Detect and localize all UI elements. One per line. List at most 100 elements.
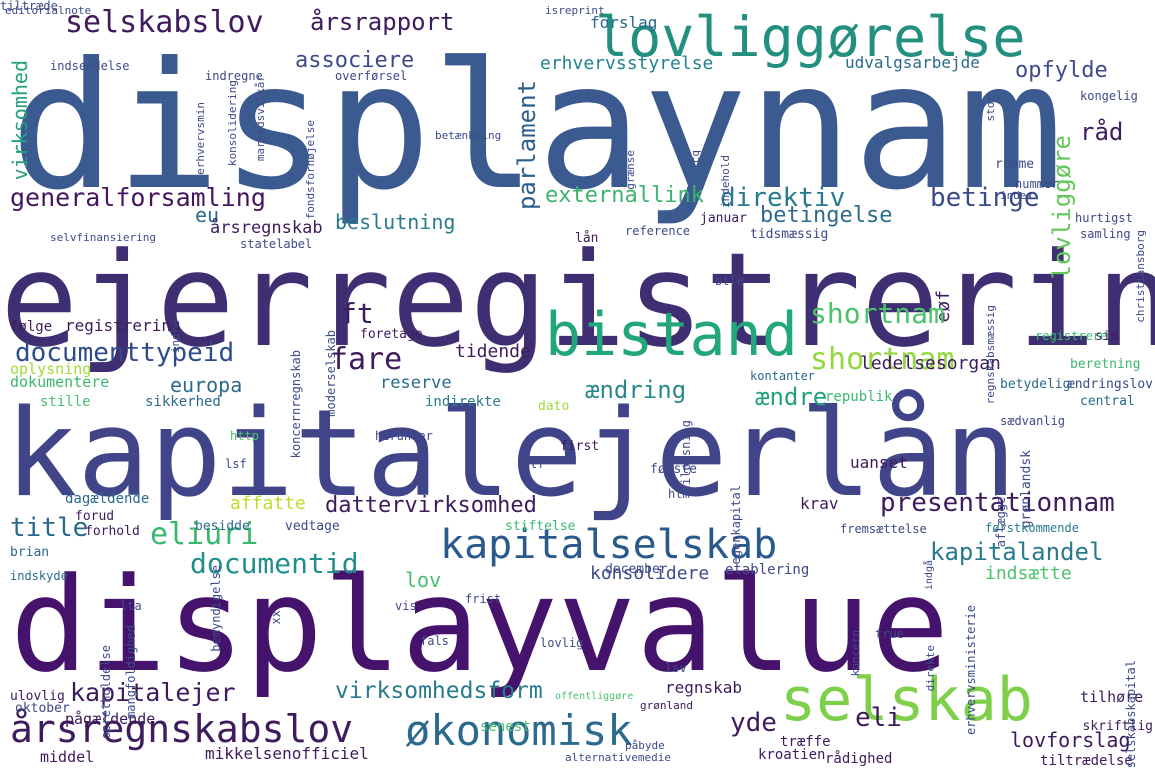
word-reference-106: reference bbox=[625, 224, 691, 238]
word-vedtage-90: vedtage bbox=[285, 519, 340, 534]
word-tidsm-ssig-107: tidsmæssig bbox=[750, 227, 829, 242]
word-tiltr-delse-73: tiltrædelse bbox=[1040, 753, 1133, 769]
word-indre-151: indre bbox=[169, 320, 182, 354]
word-indirekte-37: indirekte bbox=[425, 394, 501, 410]
word-f-rstkommende-93: førstkommende bbox=[985, 521, 1079, 535]
word-uanset-66: uanset bbox=[850, 453, 908, 472]
word-betingelse-22: betingelse bbox=[760, 203, 893, 228]
word-pa-g-ldende-79: pågældende bbox=[65, 710, 156, 728]
word-affatte-41: affatte bbox=[230, 493, 306, 514]
word-selskabskapital-158: selskabskapital bbox=[1124, 659, 1138, 768]
word-indsendelse-138: indsendelse bbox=[50, 59, 130, 73]
word-lovlig-130: lovlig bbox=[540, 636, 584, 650]
word-middel-80: middel bbox=[40, 748, 95, 766]
word-bemyndigelse-154: bemyndigelse bbox=[209, 565, 223, 652]
word-stiftelse-91: stiftelse bbox=[505, 519, 576, 534]
word-nummer-100: nummer bbox=[1015, 177, 1059, 191]
word-kapitalejerla-n-2: kapitalejerlån bbox=[5, 385, 1017, 524]
word-indregne-139: indregne bbox=[205, 69, 263, 83]
word-foretage-111: foretage bbox=[360, 327, 423, 342]
word-htm-119: htm bbox=[668, 487, 690, 501]
word-koncern-161: koncern bbox=[849, 630, 862, 677]
word-kongelig-103: kongelig bbox=[1080, 89, 1138, 103]
word-lovligg-relse-4: lovliggørelse bbox=[595, 5, 1026, 69]
word-ndringslov-95: ændringslov bbox=[1066, 377, 1153, 392]
word-index-104: index bbox=[1000, 189, 1034, 202]
word-januar-105: januar bbox=[700, 211, 747, 226]
word-fondsforh-jelse-144: fondsforhøjelse bbox=[304, 120, 317, 220]
word-lta-124: lta bbox=[120, 599, 142, 613]
word-documentid-45: documentid bbox=[190, 547, 359, 580]
word-herunder-112: herunder bbox=[375, 429, 433, 443]
word-december-82: december bbox=[605, 562, 668, 577]
word-s-dvanlig-121: sædvanlig bbox=[1000, 414, 1066, 428]
word-hurtigst-101: hurtigst bbox=[1075, 211, 1133, 225]
word-betinge-19: betinge bbox=[930, 183, 1040, 213]
word-statelabel-109: statelabel bbox=[240, 237, 313, 251]
word-editorialnote-136: editorialnote bbox=[5, 4, 92, 17]
word-opretholdelse-157: opretholdelse bbox=[99, 645, 113, 739]
word-mikkelsenofficiel-57: mikkelsenofficiel bbox=[205, 744, 369, 763]
word-f-lge-64: følge bbox=[10, 319, 53, 335]
word-a-rsrapport-8: årsrapport bbox=[310, 8, 455, 36]
word-shortnam-59: shortnam bbox=[810, 297, 945, 330]
word-ra-dighed-74: rådighed bbox=[825, 751, 893, 767]
word-gr-nse-162: grænse bbox=[624, 150, 637, 190]
word-erhvervsstyrelse-10: erhvervsstyrelse bbox=[540, 53, 714, 74]
word-mangfoldighed-156: mangfoldighed bbox=[124, 625, 138, 719]
word-samling-102: samling bbox=[1080, 227, 1131, 241]
word-ra-d-20: råd bbox=[1080, 118, 1124, 146]
word-oplysning-60: oplysning bbox=[10, 360, 92, 378]
word-moderselskab-152: moderselskab bbox=[324, 330, 338, 417]
word-externallink-17: externallink bbox=[545, 183, 704, 208]
word-europa-30: europa bbox=[170, 373, 243, 397]
word-senest-77: senest bbox=[480, 719, 531, 735]
word-xx-155: xx bbox=[269, 610, 283, 625]
word-tiltr-de-164: tiltræde bbox=[0, 0, 58, 13]
word-kroatien-75: kroatien bbox=[758, 747, 826, 763]
word-dato-118: dato bbox=[538, 399, 570, 414]
word-stor-148: stor bbox=[984, 95, 997, 122]
word-fals-127: fals bbox=[420, 634, 449, 648]
word-eu-21: eu bbox=[195, 203, 220, 227]
word-registrere-97: registrere bbox=[1035, 329, 1108, 343]
word-selskab-6: selskab bbox=[780, 665, 1033, 735]
word-isreprint-137: isreprint bbox=[545, 4, 605, 17]
word-shortnam-28: shortnam bbox=[810, 342, 955, 377]
word-generalforsamling-16: generalforsamling bbox=[10, 183, 266, 212]
word-first-113: first bbox=[560, 439, 600, 454]
word-regnskab-58: regnskab bbox=[665, 678, 743, 697]
word-brian-87: brian bbox=[10, 545, 50, 560]
word-associere-9: associere bbox=[295, 48, 415, 73]
word-udvalgsarbejde-11: udvalgsarbejde bbox=[845, 53, 980, 72]
word-beretning-94: beretning bbox=[1070, 357, 1141, 372]
word-virksomhed-13: virksomhed bbox=[8, 60, 32, 181]
word-oktober-78: oktober bbox=[15, 701, 70, 716]
word-lov-47: lov bbox=[405, 568, 442, 592]
word-offentligg-re-132: offentliggøre bbox=[555, 691, 634, 702]
word-parlament-14: parlament bbox=[513, 80, 541, 211]
word-presentationnam-39: presentationnam bbox=[880, 488, 1115, 518]
word-konsolidere-48: konsolidere bbox=[590, 563, 710, 584]
word-lovforslag-56: lovforslag bbox=[1010, 728, 1131, 752]
word-gr-nlandsk-70: grønlandsk bbox=[1019, 450, 1034, 529]
word-rumme-99: rumme bbox=[995, 157, 1035, 172]
word-frist-126: frist bbox=[465, 592, 502, 606]
word-ledelsesorgan-31: ledelsesorgan bbox=[860, 353, 1001, 374]
word-indskyde-88: indskyde bbox=[10, 569, 68, 583]
word-erhvervsministerie-159: erhvervsministerie bbox=[964, 605, 978, 736]
word-selvfinansiering-150: selvfinansiering bbox=[50, 231, 156, 244]
word-a-rsregnskab-24: årsregnskab bbox=[210, 218, 323, 238]
word-dokumentere-61: dokumentere bbox=[10, 373, 110, 391]
word-markedsvilka-r-143: markedsvilkår bbox=[254, 75, 267, 162]
word-sid-98: sid bbox=[1095, 329, 1119, 344]
word-ulovlig-81: ulovlig bbox=[10, 689, 65, 704]
word-krav-65: krav bbox=[800, 494, 839, 513]
word-kapitalselskab-44: kapitalselskab bbox=[440, 522, 778, 568]
word-pa-byde-134: påbyde bbox=[625, 739, 665, 752]
word-reserve-36: reserve bbox=[380, 373, 452, 393]
word-lsv-129: lsv bbox=[665, 661, 687, 675]
word-true-128: true bbox=[875, 627, 904, 641]
word-inds-tte-49: indsætte bbox=[985, 563, 1072, 584]
